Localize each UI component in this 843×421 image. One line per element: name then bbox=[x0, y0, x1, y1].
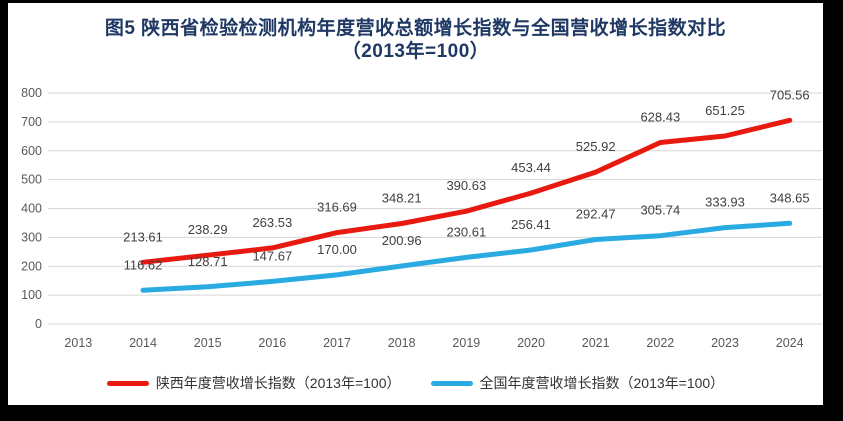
data-label: 651.25 bbox=[705, 103, 745, 118]
data-label: 256.41 bbox=[511, 217, 551, 232]
x-axis-tick-label: 2020 bbox=[517, 336, 545, 350]
data-label: 292.47 bbox=[576, 207, 616, 222]
data-label: 333.93 bbox=[705, 195, 745, 210]
data-label: 147.67 bbox=[252, 248, 292, 263]
data-label: 390.63 bbox=[446, 178, 486, 193]
data-label: 230.61 bbox=[446, 224, 486, 239]
data-label: 170.00 bbox=[317, 242, 357, 257]
legend-item-national: 全国年度营收增长指数（2013年=100） bbox=[430, 373, 725, 393]
chart-subtitle: （2013年=100） bbox=[341, 41, 490, 62]
data-label: 453.44 bbox=[511, 160, 551, 175]
y-axis-tick-label: 0 bbox=[35, 317, 42, 331]
x-axis-tick-label: 2016 bbox=[258, 336, 286, 350]
x-axis-tick-label: 2018 bbox=[388, 336, 416, 350]
data-label: 200.96 bbox=[382, 233, 422, 248]
x-axis-tick-label: 2022 bbox=[646, 336, 674, 350]
y-axis-tick-label: 400 bbox=[21, 202, 42, 216]
data-label: 348.65 bbox=[770, 190, 810, 205]
y-axis-tick-label: 700 bbox=[21, 115, 42, 129]
data-label: 348.21 bbox=[382, 190, 422, 205]
y-axis-tick-label: 800 bbox=[21, 86, 42, 100]
x-axis-tick-label: 2023 bbox=[711, 336, 739, 350]
x-axis-tick-label: 2021 bbox=[582, 336, 610, 350]
data-label: 705.56 bbox=[770, 87, 810, 102]
x-axis-tick-label: 2015 bbox=[194, 336, 222, 350]
data-label: 213.61 bbox=[123, 229, 163, 244]
x-axis-tick-label: 2019 bbox=[452, 336, 480, 350]
data-label: 305.74 bbox=[640, 203, 680, 218]
data-label: 238.29 bbox=[188, 222, 228, 237]
shaanxi-series-swatch bbox=[106, 380, 149, 386]
y-axis-tick-label: 100 bbox=[21, 288, 42, 302]
data-label: 316.69 bbox=[317, 200, 357, 215]
x-axis-tick-label: 2017 bbox=[323, 336, 351, 350]
data-label: 263.53 bbox=[252, 215, 292, 230]
chart-title-block: 图5 陕西省检验检测机构年度营收总额增长指数与全国营收增长指数对比 （2013年… bbox=[8, 17, 823, 63]
x-axis-tick-label: 2013 bbox=[64, 336, 92, 350]
y-axis-tick-label: 600 bbox=[21, 144, 42, 158]
series-line bbox=[140, 220, 793, 293]
chart-legend: 陕西年度营收增长指数（2013年=100） 全国年度营收增长指数（2013年=1… bbox=[8, 373, 823, 393]
x-axis-tick-label: 2014 bbox=[129, 336, 157, 350]
chart-title: 图5 陕西省检验检测机构年度营收总额增长指数与全国营收增长指数对比 bbox=[104, 18, 727, 39]
line-chart: 0 100 200 300 400 500 600 700 800 2013 2014 2015 201… bbox=[21, 86, 822, 350]
x-axis-tick-label: 2024 bbox=[776, 336, 804, 350]
legend-item-shaanxi: 陕西年度营收增长指数（2013年=100） bbox=[106, 373, 401, 393]
chart-panel: 图5 陕西省检验检测机构年度营收总额增长指数与全国营收增长指数对比 （2013年… bbox=[8, 3, 823, 405]
y-axis-tick-label: 300 bbox=[21, 230, 42, 244]
national-series-label: 全国年度营收增长指数（2013年=100） bbox=[479, 375, 725, 391]
data-label: 116.62 bbox=[124, 257, 163, 272]
national-series-swatch bbox=[430, 380, 473, 386]
shaanxi-series-label: 陕西年度营收增长指数（2013年=100） bbox=[155, 375, 401, 391]
y-axis-tick-label: 500 bbox=[21, 173, 42, 187]
data-label: 525.92 bbox=[576, 139, 616, 154]
data-label: 128.71 bbox=[188, 254, 228, 269]
y-axis-tick-label: 200 bbox=[21, 259, 42, 273]
data-label: 628.43 bbox=[640, 110, 680, 125]
series-line bbox=[140, 117, 793, 265]
